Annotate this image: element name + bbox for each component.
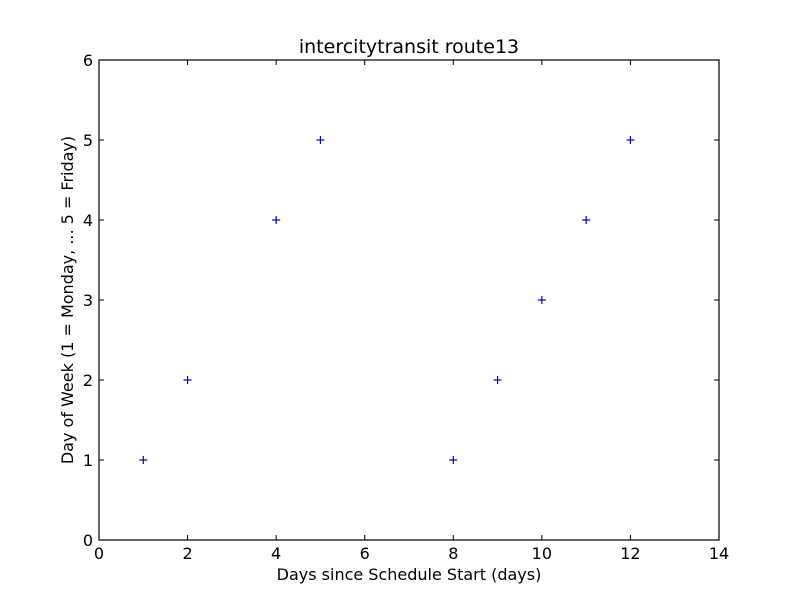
x-tick-label: 10 (532, 544, 552, 563)
x-tick-label: 4 (271, 544, 281, 563)
x-tick-label: 8 (448, 544, 458, 563)
y-tick-label: 0 (83, 531, 93, 550)
x-tick-label: 2 (182, 544, 192, 563)
y-tick-label: 2 (83, 371, 93, 390)
y-tick-label: 4 (83, 211, 93, 230)
data-points (139, 136, 635, 464)
data-point (537, 296, 546, 304)
y-axis-label: Day of Week (1 = Monday, ... 5 = Friday) (58, 136, 77, 464)
chart-title: intercitytransit route13 (299, 36, 519, 58)
x-tick-label: 12 (620, 544, 640, 563)
y-tick-label: 5 (83, 131, 93, 150)
x-tick-label: 0 (94, 544, 104, 563)
y-tick-label: 6 (83, 51, 93, 70)
axis-ticks (98, 59, 720, 541)
data-point (449, 456, 458, 464)
y-tick-label: 1 (83, 451, 93, 470)
data-point (272, 216, 281, 224)
y-tick-label: 3 (83, 291, 93, 310)
data-point (493, 376, 502, 384)
data-point (316, 136, 325, 144)
data-point (626, 136, 635, 144)
data-point (139, 456, 148, 464)
data-point (183, 376, 192, 384)
data-point (582, 216, 591, 224)
plot-area-frame (98, 59, 720, 541)
x-tick-label: 6 (360, 544, 370, 563)
x-tick-label: 14 (709, 544, 729, 563)
x-axis-label: Days since Schedule Start (days) (277, 565, 542, 584)
